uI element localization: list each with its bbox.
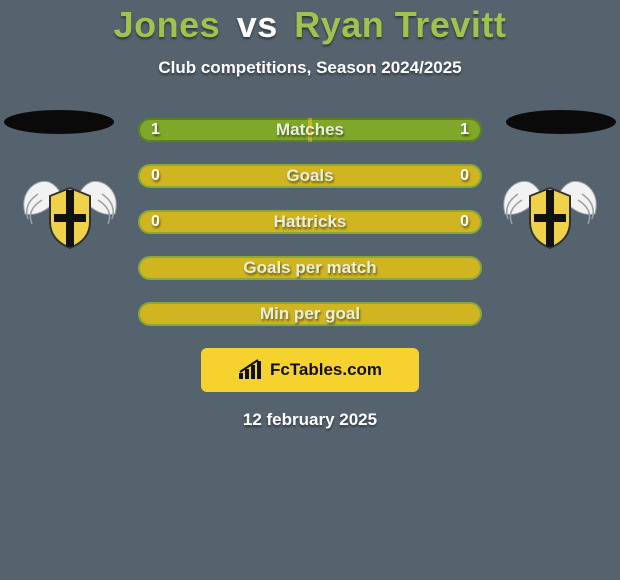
stat-row: 1 1 Matches	[138, 118, 482, 142]
stat-value-left: 0	[151, 167, 160, 185]
shadow-ellipse-left	[4, 110, 114, 134]
stat-value-left: 1	[151, 121, 160, 139]
brand-badge: FcTables.com	[201, 348, 419, 392]
title-player1: Jones	[114, 4, 221, 45]
stat-value-right: 1	[460, 121, 469, 139]
title-separator: vs	[231, 4, 284, 45]
stat-label: Hattricks	[274, 212, 347, 232]
stat-row: Goals per match	[138, 256, 482, 280]
shadow-ellipse-right	[506, 110, 616, 134]
stat-bars: 1 1 Matches 0 0 Goals 0 0 Hattricks Goals per mat…	[138, 118, 482, 326]
page-title: Jones vs Ryan Trevitt	[0, 0, 620, 46]
stat-row: Min per goal	[138, 302, 482, 326]
stat-value-left: 0	[151, 213, 160, 231]
comparison-arena: 1 1 Matches 0 0 Goals 0 0 Hattricks Goals per mat…	[0, 118, 620, 326]
stat-label: Goals	[286, 166, 333, 186]
bar-chart-icon	[238, 359, 264, 381]
stat-row: 0 0 Goals	[138, 164, 482, 188]
club-crest-left	[20, 174, 120, 252]
club-crest-right	[500, 174, 600, 252]
subtitle: Club competitions, Season 2024/2025	[0, 58, 620, 78]
stat-value-right: 0	[460, 167, 469, 185]
stat-row: 0 0 Hattricks	[138, 210, 482, 234]
stat-label: Goals per match	[243, 258, 376, 278]
comparison-infographic: Jones vs Ryan Trevitt Club competitions,…	[0, 0, 620, 580]
stat-label: Min per goal	[260, 304, 360, 324]
brand-text: FcTables.com	[270, 360, 382, 380]
crest-icon	[500, 174, 600, 252]
crest-icon	[20, 174, 120, 252]
stat-label: Matches	[276, 120, 344, 140]
date-text: 12 february 2025	[0, 410, 620, 430]
stat-value-right: 0	[460, 213, 469, 231]
title-player2: Ryan Trevitt	[294, 4, 506, 45]
